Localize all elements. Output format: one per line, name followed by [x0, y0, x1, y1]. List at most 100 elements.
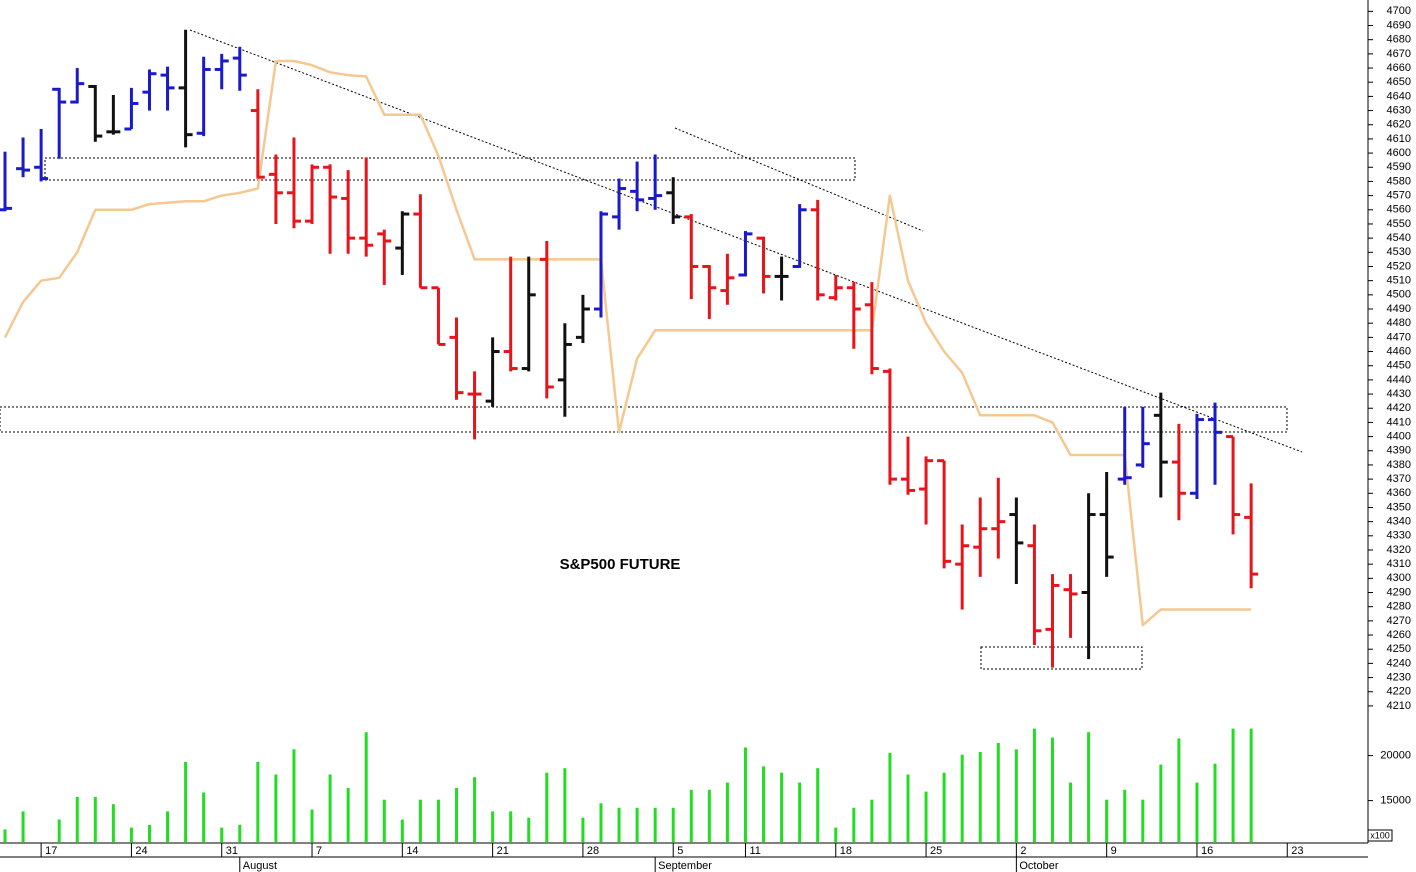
y-tick-label: 4340	[1387, 516, 1411, 528]
y-tick-label: 4620	[1387, 119, 1411, 131]
y-tick-label: 4610	[1387, 133, 1411, 145]
volume-bar	[1195, 782, 1199, 842]
volume-bar	[184, 761, 188, 842]
volume-bar	[473, 777, 477, 842]
y-tick-label: 4300	[1387, 572, 1411, 584]
volume-bar	[617, 807, 621, 842]
y-tick-label: 4430	[1387, 388, 1411, 400]
month-label: August	[243, 860, 277, 872]
y-tick-label: 4250	[1387, 643, 1411, 655]
x-tick-label: 17	[45, 845, 57, 857]
volume-tick-label: 20000	[1380, 750, 1411, 762]
volume-tick-label: 15000	[1380, 795, 1411, 807]
volume-bar	[1105, 799, 1109, 842]
y-tick-label: 4220	[1387, 686, 1411, 698]
x-tick-label: 31	[226, 845, 238, 857]
volume-bar	[960, 754, 964, 842]
volume-bar	[93, 797, 97, 842]
volume-bar	[671, 807, 675, 842]
volume-bar	[906, 774, 910, 842]
y-tick-label: 4370	[1387, 473, 1411, 485]
volume-bar	[870, 799, 874, 842]
volume-bar	[1141, 799, 1145, 842]
y-tick-label: 4330	[1387, 530, 1411, 542]
y-tick-label: 4560	[1387, 204, 1411, 216]
y-tick-label: 4540	[1387, 232, 1411, 244]
volume-bar	[1014, 749, 1018, 842]
volume-bar	[346, 788, 350, 842]
volume-bar	[129, 827, 133, 842]
y-tick-label: 4270	[1387, 615, 1411, 627]
y-tick-label: 4640	[1387, 90, 1411, 102]
y-tick-label: 4460	[1387, 345, 1411, 357]
volume-bar	[57, 819, 61, 842]
volume-bar	[310, 809, 314, 842]
volume-bar	[599, 803, 603, 842]
y-tick-label: 4280	[1387, 601, 1411, 613]
y-tick-label: 4450	[1387, 360, 1411, 372]
volume-bar	[328, 774, 332, 842]
x-tick-label: 7	[316, 845, 322, 857]
volume-bar	[364, 732, 368, 842]
overlay-line	[3, 59, 1252, 627]
volume-bar	[3, 829, 7, 842]
month-label: October	[1019, 860, 1058, 872]
x-tick-label: 11	[749, 845, 760, 857]
y-tick-label: 4550	[1387, 218, 1411, 230]
low-box	[980, 646, 1143, 670]
volume-bar	[220, 827, 224, 842]
y-tick-label: 4520	[1387, 260, 1411, 272]
y-tick-label: 4360	[1387, 487, 1411, 499]
chart-title: S&P500 FUTURE	[560, 556, 681, 573]
y-tick-label: 4260	[1387, 629, 1411, 641]
y-tick-label: 4510	[1387, 275, 1411, 287]
volume-bar	[418, 799, 422, 842]
volume-bar	[816, 768, 820, 842]
volume-bar	[382, 799, 386, 842]
x-tick-label: 18	[840, 845, 852, 857]
volume-bar	[852, 807, 856, 842]
y-tick-label: 4230	[1387, 671, 1411, 683]
volume-bar	[653, 807, 657, 842]
volume-bar	[798, 782, 802, 842]
volume-bar	[834, 827, 838, 842]
volume-bar	[238, 824, 242, 842]
volume-bar	[75, 797, 79, 842]
month-label: September	[658, 860, 712, 872]
volume-bar	[978, 752, 982, 842]
volume-bar	[1249, 728, 1253, 842]
y-tick-label: 4490	[1387, 303, 1411, 315]
volume-bar	[743, 747, 747, 842]
volume-bar	[924, 791, 928, 842]
x-tick-label: 28	[587, 845, 599, 857]
y-tick-label: 4590	[1387, 161, 1411, 173]
volume-bar	[455, 788, 458, 842]
resistance-box	[44, 157, 856, 181]
y-tick-label: 4470	[1387, 331, 1411, 343]
volume-bar	[1069, 782, 1073, 842]
y-tick-label: 4500	[1387, 289, 1411, 301]
volume-bar	[436, 799, 440, 842]
y-tick-label: 4530	[1387, 246, 1411, 258]
volume-bar	[581, 817, 585, 842]
x-tick-label: 5	[677, 845, 683, 857]
volume-bar	[1213, 763, 1217, 842]
x-tick-label: 2	[1020, 845, 1026, 857]
volume-bar	[274, 774, 278, 842]
y-tick-label: 4670	[1387, 48, 1411, 60]
y-tick-label: 4600	[1387, 147, 1411, 159]
x-tick-label: 21	[497, 845, 509, 857]
volume-bar	[1159, 764, 1163, 842]
volume-bar	[166, 811, 170, 842]
y-tick-label: 4690	[1387, 19, 1411, 31]
y-tick-label: 4660	[1387, 62, 1411, 74]
y-tick-label: 4680	[1387, 34, 1411, 46]
volume-bar	[689, 789, 693, 842]
volume-bar	[527, 817, 531, 842]
y-tick-label: 4650	[1387, 76, 1411, 88]
volume-bar	[780, 772, 784, 842]
volume-bar	[635, 807, 639, 842]
volume-bar	[1050, 737, 1054, 842]
volume-bar	[147, 824, 151, 842]
